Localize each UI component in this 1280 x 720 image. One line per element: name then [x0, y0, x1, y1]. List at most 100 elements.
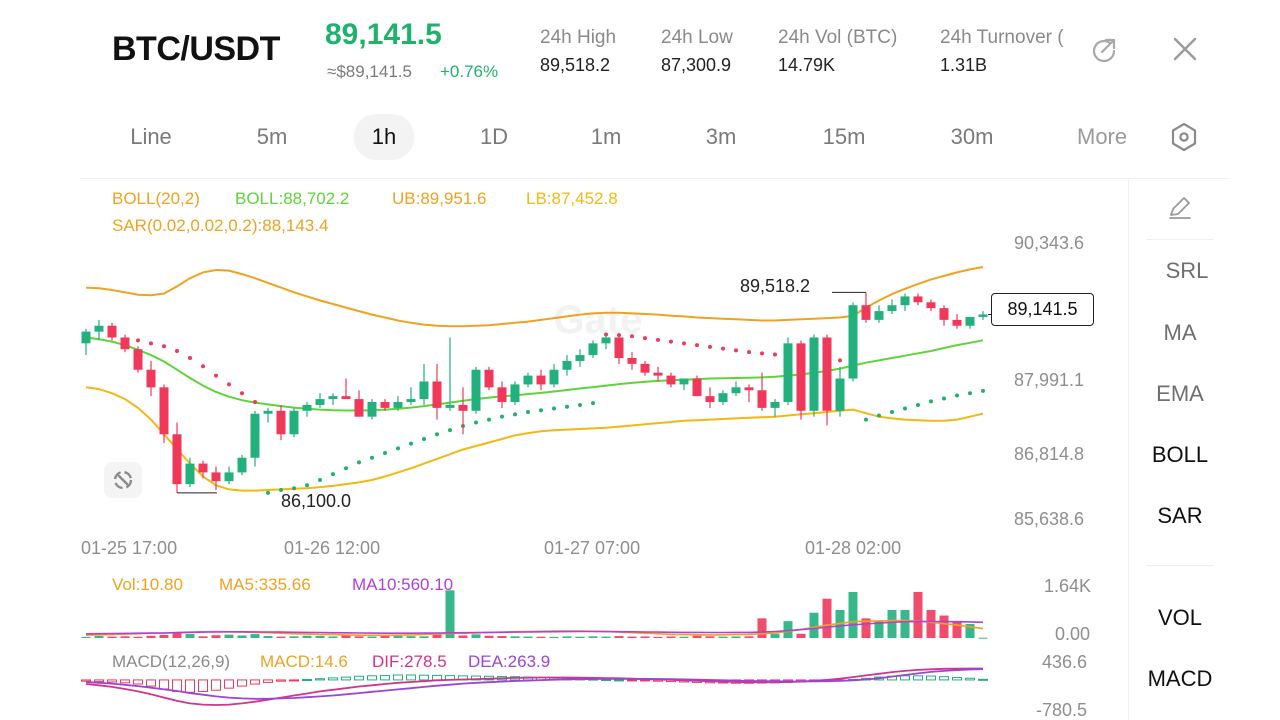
- candle: [185, 463, 195, 485]
- tab-more[interactable]: More: [1077, 124, 1128, 149]
- volume-bar: [848, 592, 858, 638]
- sar-dot: [344, 466, 348, 471]
- volume-bar: [718, 636, 728, 638]
- reset-icon: [113, 470, 133, 490]
- sar-dot: [227, 382, 231, 387]
- tab-5m[interactable]: 5m: [256, 124, 288, 149]
- last-price: 89,141.5: [325, 18, 442, 51]
- legend-ma10: MA10:560.10: [352, 575, 454, 594]
- tab-1d[interactable]: 1D: [479, 124, 509, 149]
- sar-dot: [474, 420, 478, 425]
- legend-vol: Vol:10.80: [112, 575, 183, 594]
- macd-histogram-bar: [952, 676, 962, 681]
- indicator-ma[interactable]: MA: [1163, 320, 1197, 345]
- volume-bar: [757, 618, 767, 638]
- candle: [406, 399, 416, 403]
- candle: [614, 337, 624, 359]
- candle: [276, 410, 286, 435]
- tab-15m[interactable]: 15m: [822, 124, 866, 149]
- tab-line[interactable]: Line: [130, 124, 172, 149]
- pair-title: BTC/USDT: [112, 30, 280, 68]
- sar-dot: [175, 348, 179, 353]
- volume-bar: [328, 636, 338, 638]
- stat-24h-turnover: 24h Turnover ( 1.31B: [940, 27, 1085, 76]
- volume-bar: [575, 636, 585, 638]
- sar-dot: [903, 406, 907, 411]
- candle: [575, 355, 585, 361]
- candle: [536, 375, 546, 385]
- indicator-vol[interactable]: VOL: [1157, 605, 1203, 630]
- volume-bar: [549, 636, 559, 638]
- macd-histogram-bar: [432, 674, 442, 681]
- max-price-label: 89,518.2: [740, 276, 811, 296]
- price-change-percent: +0.76%: [440, 62, 499, 81]
- candle: [432, 381, 442, 408]
- macd-histogram-bar: [341, 676, 351, 681]
- macd-histogram-bar: [939, 676, 949, 681]
- sar-dot: [721, 346, 725, 351]
- draw-tool-button[interactable]: [1166, 194, 1194, 222]
- candle: [809, 337, 819, 411]
- volume-bar: [250, 634, 260, 638]
- macd-histogram-bar: [224, 679, 234, 689]
- tab-1h[interactable]: 1h: [354, 114, 414, 160]
- volume-bar: [471, 634, 481, 638]
- macd-histogram-bar: [380, 674, 390, 681]
- candle: [94, 325, 104, 332]
- indicator-srl[interactable]: SRL: [1165, 258, 1209, 283]
- stat-label: 24h Vol (BTC): [778, 27, 898, 48]
- sar-dot: [747, 350, 751, 355]
- approx-usd-price: ≈$89,141.5: [327, 62, 412, 81]
- sar-dot: [318, 478, 322, 483]
- sar-dot: [422, 436, 426, 441]
- volume-bar: [601, 636, 611, 638]
- indicator-sar[interactable]: SAR: [1157, 503, 1203, 528]
- macd-histogram-bar: [81, 679, 91, 682]
- macd-histogram-bar: [133, 679, 143, 685]
- candle: [315, 399, 325, 405]
- indicator-ema[interactable]: EMA: [1156, 381, 1204, 406]
- candle: [211, 472, 221, 482]
- volume-bar: [913, 592, 923, 638]
- volume-bar: [523, 636, 533, 638]
- macd-histogram-bar: [276, 679, 286, 682]
- chart-settings-button[interactable]: [1166, 119, 1202, 155]
- candle: [822, 337, 832, 411]
- x-axis-label: 01-26 12:00: [284, 538, 381, 558]
- macd-histogram-bar: [107, 679, 117, 683]
- tab-3m[interactable]: 3m: [705, 124, 737, 149]
- close-button[interactable]: [1170, 34, 1200, 64]
- sar-dot: [916, 402, 920, 407]
- sar-dot: [526, 409, 530, 414]
- volume-bar: [874, 621, 884, 638]
- sar-dot: [370, 455, 374, 460]
- sar-dot: [409, 441, 413, 446]
- candle: [224, 472, 234, 482]
- volume-bar: [198, 636, 208, 638]
- macd-axis-label: 436.6: [1042, 652, 1088, 672]
- sar-dot: [253, 400, 257, 405]
- indicator-boll[interactable]: BOLL: [1151, 442, 1209, 467]
- tab-1m[interactable]: 1m: [590, 124, 622, 149]
- macd-histogram-bar: [978, 678, 988, 681]
- sar-dot: [266, 490, 270, 495]
- sar-dot: [890, 409, 894, 414]
- reset-view-button[interactable]: [104, 462, 142, 498]
- volume-bar: [562, 636, 572, 638]
- sar-dot: [734, 348, 738, 353]
- sar-dot: [643, 336, 647, 341]
- indicator-macd[interactable]: MACD: [1147, 666, 1213, 691]
- sar-dot: [214, 373, 218, 378]
- legend-sar: SAR(0.02,0.02,0.2):88,143.4: [112, 216, 329, 235]
- hexagon-settings-icon: [1171, 122, 1197, 152]
- share-button[interactable]: [1088, 34, 1120, 66]
- candle: [120, 337, 130, 350]
- tab-30m[interactable]: 30m: [950, 124, 994, 149]
- candle: [471, 369, 481, 411]
- macd-histogram-bar: [965, 677, 975, 681]
- macd-histogram-bar: [250, 679, 260, 685]
- candle: [380, 402, 390, 408]
- pencil-icon: [1169, 197, 1191, 219]
- macd-histogram-bar: [159, 679, 169, 690]
